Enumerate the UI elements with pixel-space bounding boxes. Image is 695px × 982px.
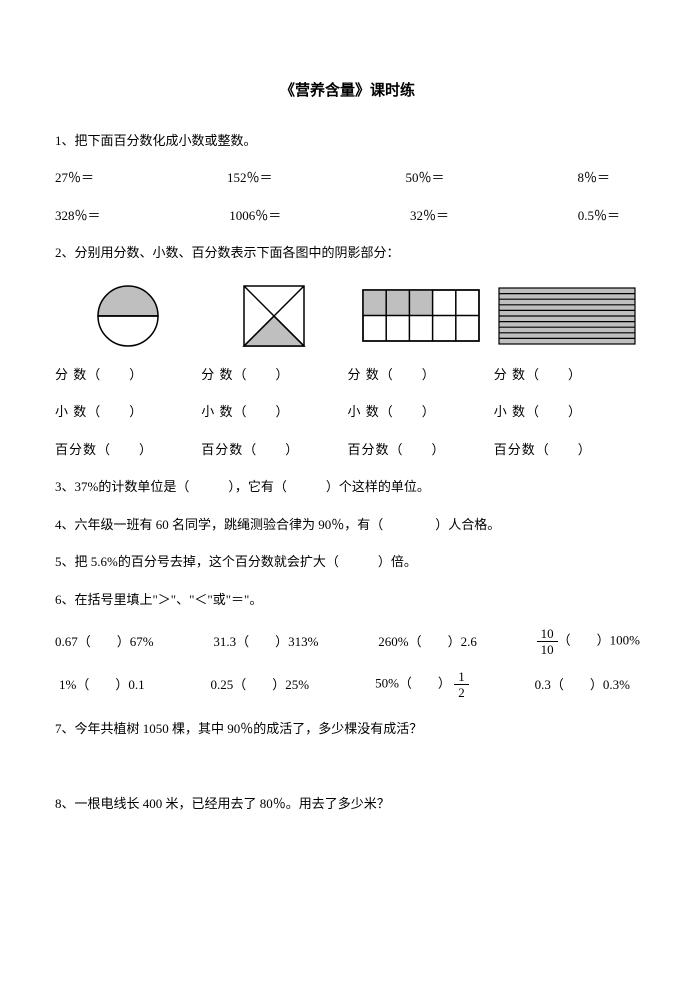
q6-r1-d-post: （ ）100% bbox=[558, 632, 640, 647]
q2-f1-dec: 小 数（ ） bbox=[55, 402, 201, 422]
page-title: 《营养含量》课时练 bbox=[55, 80, 640, 103]
q1-row2: 328％＝ 1006％＝ 32％＝ 0.5％＝ bbox=[55, 206, 640, 226]
q6-row2: 1%（ ）0.1 0.25（ ）25% 50%（ ） 1 2 0.3（ ）0.3… bbox=[55, 670, 640, 699]
q2-f2-dec: 小 数（ ） bbox=[201, 402, 347, 422]
q1-r2-b: 1006％＝ bbox=[229, 206, 281, 226]
q8: 8、一根电线长 400 米，已经用去了 80％。用去了多少米？ bbox=[55, 794, 640, 814]
q6-r2-b: 0.25（ ）25% bbox=[211, 675, 310, 695]
q6-r2-a: 1%（ ）0.1 bbox=[55, 675, 145, 695]
q2-f1-frac: 分 数（ ） bbox=[55, 365, 201, 385]
frac-den: 2 bbox=[454, 685, 469, 699]
q2-f3-dec: 小 数（ ） bbox=[348, 402, 494, 422]
q1-r2-c: 32％＝ bbox=[410, 206, 449, 226]
q1-r1-c: 50％＝ bbox=[405, 168, 444, 188]
frac-den: 10 bbox=[537, 642, 558, 656]
q2-f4-frac: 分 数（ ） bbox=[494, 365, 640, 385]
fraction-10-10: 10 10 bbox=[537, 627, 558, 656]
q6-prompt: 6、在括号里填上"＞"、"＜"或"＝"。 bbox=[55, 590, 640, 610]
frac-num: 10 bbox=[537, 627, 558, 642]
q2-frac-row: 分 数（ ） 分 数（ ） 分 数（ ） 分 数（ ） bbox=[55, 365, 640, 385]
q2-f4-dec: 小 数（ ） bbox=[494, 402, 640, 422]
q1-r1-b: 152％＝ bbox=[227, 168, 273, 188]
q2-f3-frac: 分 数（ ） bbox=[348, 365, 494, 385]
fig-square bbox=[201, 281, 347, 351]
q1-r1-a: 27％＝ bbox=[55, 168, 94, 188]
q6-r2-c: 50%（ ） 1 2 bbox=[375, 670, 469, 699]
q6-r2-d: 0.3（ ）0.3% bbox=[535, 675, 640, 695]
q6-r1-b: 31.3（ ）313% bbox=[213, 632, 318, 652]
q1-r2-d: 0.5％＝ bbox=[578, 206, 640, 226]
q1-r2-a: 328％＝ bbox=[55, 206, 101, 226]
q2-pct-row: 百分数（ ） 百分数（ ） 百分数（ ） 百分数（ ） bbox=[55, 440, 640, 460]
q2-f3-pct: 百分数（ ） bbox=[348, 440, 494, 460]
fig-circle bbox=[55, 281, 201, 351]
q1-r1-d: 8％＝ bbox=[577, 168, 640, 188]
q6-row1: 0.67（ ）67% 31.3（ ）313% 260%（ ）2.6 10 10 … bbox=[55, 627, 640, 656]
q2-prompt: 2、分别用分数、小数、百分数表示下面各图中的阴影部分： bbox=[55, 243, 640, 263]
fig-lines bbox=[494, 286, 640, 346]
q4: 4、六年级一班有 60 名同学，跳绳测验合律为 90％，有（ ）人合格。 bbox=[55, 515, 640, 535]
q1-row1: 27％＝ 152％＝ 50％＝ 8％＝ bbox=[55, 168, 640, 188]
q2-dec-row: 小 数（ ） 小 数（ ） 小 数（ ） 小 数（ ） bbox=[55, 402, 640, 422]
fig-grid bbox=[348, 288, 494, 343]
q1-prompt: 1、把下面百分数化成小数或整数。 bbox=[55, 131, 640, 151]
q2-figures bbox=[55, 281, 640, 351]
frac-num: 1 bbox=[454, 670, 469, 685]
fraction-1-2: 1 2 bbox=[454, 670, 469, 699]
q2-f4-pct: 百分数（ ） bbox=[494, 440, 640, 460]
q6-r1-d: 10 10 （ ）100% bbox=[537, 627, 640, 656]
q2-f1-pct: 百分数（ ） bbox=[55, 440, 201, 460]
q6-r1-a: 0.67（ ）67% bbox=[55, 632, 154, 652]
q2-f2-frac: 分 数（ ） bbox=[201, 365, 347, 385]
q5: 5、把 5.6%的百分号去掉，这个百分数就会扩大（ ）倍。 bbox=[55, 552, 640, 572]
q6-r1-c: 260%（ ）2.6 bbox=[378, 632, 477, 652]
q3: 3、37%的计数单位是（ ），它有（ ）个这样的单位。 bbox=[55, 477, 640, 497]
q2-f2-pct: 百分数（ ） bbox=[201, 440, 347, 460]
q7: 7、今年共植树 1050 棵，其中 90％的成活了，多少棵没有成活？ bbox=[55, 719, 640, 739]
q6-r2-c-pre: 50%（ ） bbox=[375, 675, 451, 690]
